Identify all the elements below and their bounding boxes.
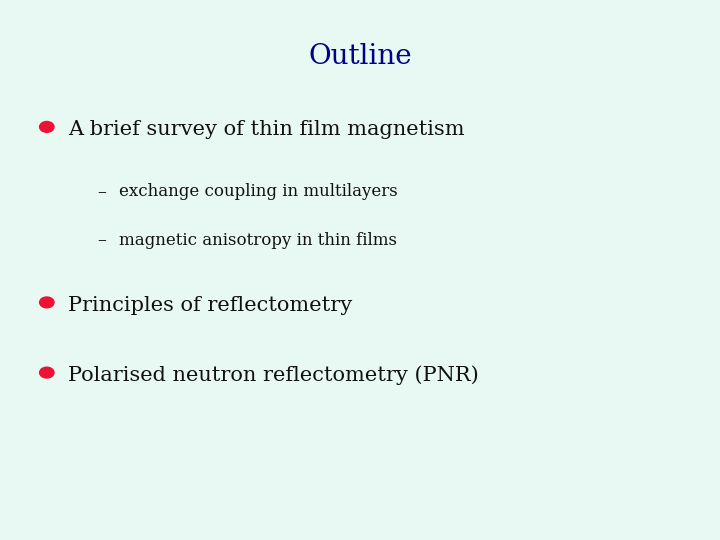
Circle shape [40, 297, 54, 308]
Text: exchange coupling in multilayers: exchange coupling in multilayers [119, 183, 397, 200]
Text: –: – [97, 231, 106, 249]
Text: magnetic anisotropy in thin films: magnetic anisotropy in thin films [119, 232, 397, 249]
Text: Principles of reflectometry: Principles of reflectometry [68, 295, 353, 315]
Circle shape [40, 367, 54, 378]
Text: Polarised neutron reflectometry (PNR): Polarised neutron reflectometry (PNR) [68, 366, 479, 385]
Text: A brief survey of thin film magnetism: A brief survey of thin film magnetism [68, 120, 465, 139]
Text: Outline: Outline [308, 43, 412, 70]
Circle shape [40, 122, 54, 132]
Text: –: – [97, 183, 106, 201]
